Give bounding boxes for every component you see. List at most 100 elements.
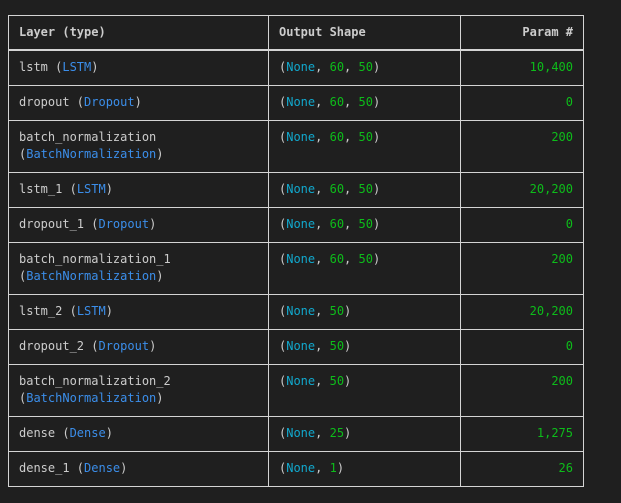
shape-dim: 50: [358, 252, 373, 266]
shape-dim: 50: [358, 130, 373, 144]
output-shape-cell: (None, 25): [268, 416, 461, 452]
layer-rows: lstm (LSTM) (None, 60, 50) 10,400 dropout (…: [8, 49, 584, 487]
table-row: dropout_1 (Dropout) (None, 60, 50) 0: [8, 207, 584, 243]
header-output-shape: Output Shape: [268, 15, 461, 51]
layer-cell: batch_normalization_1 (BatchNormalizatio…: [8, 242, 269, 295]
layer-type: BatchNormalization: [26, 269, 157, 283]
table-row: dropout_2 (Dropout) (None, 50) 0: [8, 329, 584, 365]
layer-name: batch_normalization_1: [19, 252, 171, 266]
shape-batch-dim: None: [286, 130, 316, 144]
shape-dim: 50: [329, 304, 345, 318]
table-row: batch_normalization_2 (BatchNormalizatio…: [8, 364, 584, 417]
table-row: dense (Dense) (None, 25) 1,275: [8, 416, 584, 452]
layer-type: LSTM: [62, 60, 92, 74]
layer-name: dropout_1: [19, 217, 85, 231]
layer-type: Dropout: [84, 95, 135, 109]
layer-name: lstm_1: [19, 182, 63, 196]
layer-cell: lstm_1 (LSTM): [8, 172, 269, 208]
output-shape-cell: (None, 60, 50): [268, 120, 461, 173]
param-count: 10,400: [460, 49, 584, 86]
shape-batch-dim: None: [286, 426, 316, 440]
layer-cell: batch_normalization (BatchNormalization): [8, 120, 269, 173]
shape-batch-dim: None: [286, 182, 316, 196]
layer-type: LSTM: [76, 304, 106, 318]
table-row: lstm_2 (LSTM) (None, 50) 20,200: [8, 294, 584, 330]
param-count: 26: [460, 451, 584, 487]
header-param-count: Param #: [460, 15, 584, 51]
layer-type: Dense: [84, 461, 121, 475]
output-shape-cell: (None, 60, 50): [268, 242, 461, 295]
model-summary: Layer (type) Output Shape Param # lstm (…: [8, 15, 584, 487]
layer-cell: dropout_1 (Dropout): [8, 207, 269, 243]
output-shape-cell: (None, 50): [268, 294, 461, 330]
param-count: 200: [460, 364, 584, 417]
shape-batch-dim: None: [286, 339, 316, 353]
layer-cell: dropout (Dropout): [8, 85, 269, 121]
layer-name: batch_normalization: [19, 130, 157, 144]
layer-type: Dropout: [98, 339, 150, 353]
shape-dim: 60: [329, 217, 345, 231]
layer-name: lstm_2: [19, 304, 63, 318]
shape-batch-dim: None: [286, 95, 316, 109]
shape-batch-dim: None: [286, 374, 316, 388]
shape-dim: 50: [329, 339, 345, 353]
shape-dim: 50: [358, 60, 373, 74]
shape-dim: 60: [329, 60, 345, 74]
shape-batch-dim: None: [286, 60, 316, 74]
param-count: 0: [460, 329, 584, 365]
param-count: 200: [460, 242, 584, 295]
layer-type: LSTM: [76, 182, 106, 196]
shape-dim: 25: [329, 426, 345, 440]
layer-cell: dense (Dense): [8, 416, 269, 452]
param-count: 20,200: [460, 294, 584, 330]
layer-cell: dropout_2 (Dropout): [8, 329, 269, 365]
shape-dim: 1: [329, 461, 337, 475]
layer-type: Dense: [69, 426, 106, 440]
model-summary-table: Layer (type) Output Shape Param # lstm (…: [8, 15, 584, 487]
layer-type: Dropout: [98, 217, 150, 231]
param-count: 200: [460, 120, 584, 173]
layer-name: dense: [19, 426, 56, 440]
shape-dim: 50: [329, 374, 345, 388]
param-count: 0: [460, 85, 584, 121]
output-shape-cell: (None, 60, 50): [268, 207, 461, 243]
layer-name: batch_normalization_2: [19, 374, 171, 388]
layer-cell: dense_1 (Dense): [8, 451, 269, 487]
header-row: Layer (type) Output Shape Param #: [8, 15, 584, 51]
layer-name: dropout_2: [19, 339, 85, 353]
table-row: batch_normalization (BatchNormalization)…: [8, 120, 584, 173]
shape-dim: 50: [358, 95, 373, 109]
param-count: 1,275: [460, 416, 584, 452]
output-shape-cell: (None, 60, 50): [268, 172, 461, 208]
layer-cell: lstm (LSTM): [8, 49, 269, 86]
shape-dim: 60: [329, 130, 345, 144]
output-shape-cell: (None, 1): [268, 451, 461, 487]
layer-name: lstm: [19, 60, 48, 74]
shape-dim: 50: [358, 217, 373, 231]
shape-dim: 60: [329, 95, 345, 109]
layer-name: dropout: [19, 95, 70, 109]
layer-cell: lstm_2 (LSTM): [8, 294, 269, 330]
shape-dim: 50: [358, 182, 373, 196]
shape-batch-dim: None: [286, 217, 316, 231]
shape-dim: 60: [329, 182, 345, 196]
output-shape-cell: (None, 60, 50): [268, 85, 461, 121]
output-shape-cell: (None, 50): [268, 329, 461, 365]
layer-type: BatchNormalization: [26, 391, 157, 405]
header-layer-type: Layer (type): [8, 15, 269, 51]
layer-type: BatchNormalization: [26, 147, 157, 161]
table-row: batch_normalization_1 (BatchNormalizatio…: [8, 242, 584, 295]
table-row: lstm (LSTM) (None, 60, 50) 10,400: [8, 49, 584, 86]
table-row: dropout (Dropout) (None, 60, 50) 0: [8, 85, 584, 121]
layer-name: dense_1: [19, 461, 70, 475]
shape-batch-dim: None: [286, 304, 316, 318]
output-shape-cell: (None, 50): [268, 364, 461, 417]
param-count: 20,200: [460, 172, 584, 208]
table-row: lstm_1 (LSTM) (None, 60, 50) 20,200: [8, 172, 584, 208]
output-shape-cell: (None, 60, 50): [268, 49, 461, 86]
shape-dim: 60: [329, 252, 345, 266]
shape-batch-dim: None: [286, 252, 316, 266]
layer-cell: batch_normalization_2 (BatchNormalizatio…: [8, 364, 269, 417]
table-row: dense_1 (Dense) (None, 1) 26: [8, 451, 584, 487]
shape-batch-dim: None: [286, 461, 316, 475]
